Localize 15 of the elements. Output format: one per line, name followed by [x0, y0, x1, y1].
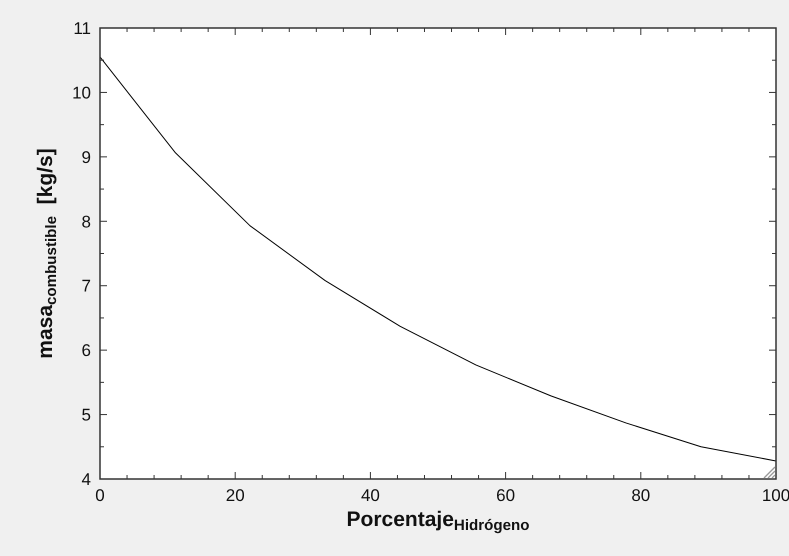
x-tick-label: 40 — [360, 486, 380, 505]
x-tick-label: 20 — [226, 486, 245, 505]
x-axis-title: Porcentaje$_{Hidrógeno}$ — [346, 508, 530, 534]
y-tick-label: 9 — [82, 148, 91, 167]
x-tick-label: 0 — [95, 486, 105, 505]
y-tick-label: 11 — [73, 19, 91, 38]
y-tick-label: 10 — [72, 83, 91, 102]
x-tick-label: 60 — [496, 486, 516, 505]
x-tick-label: 80 — [631, 486, 650, 505]
y-tick-label: 7 — [82, 276, 91, 296]
y-tick-label: 5 — [82, 406, 91, 425]
y-tick-label: 4 — [82, 470, 91, 489]
y-tick-label: 6 — [82, 341, 91, 360]
y-tick-label: 8 — [82, 212, 91, 232]
line-series — [100, 56, 776, 462]
